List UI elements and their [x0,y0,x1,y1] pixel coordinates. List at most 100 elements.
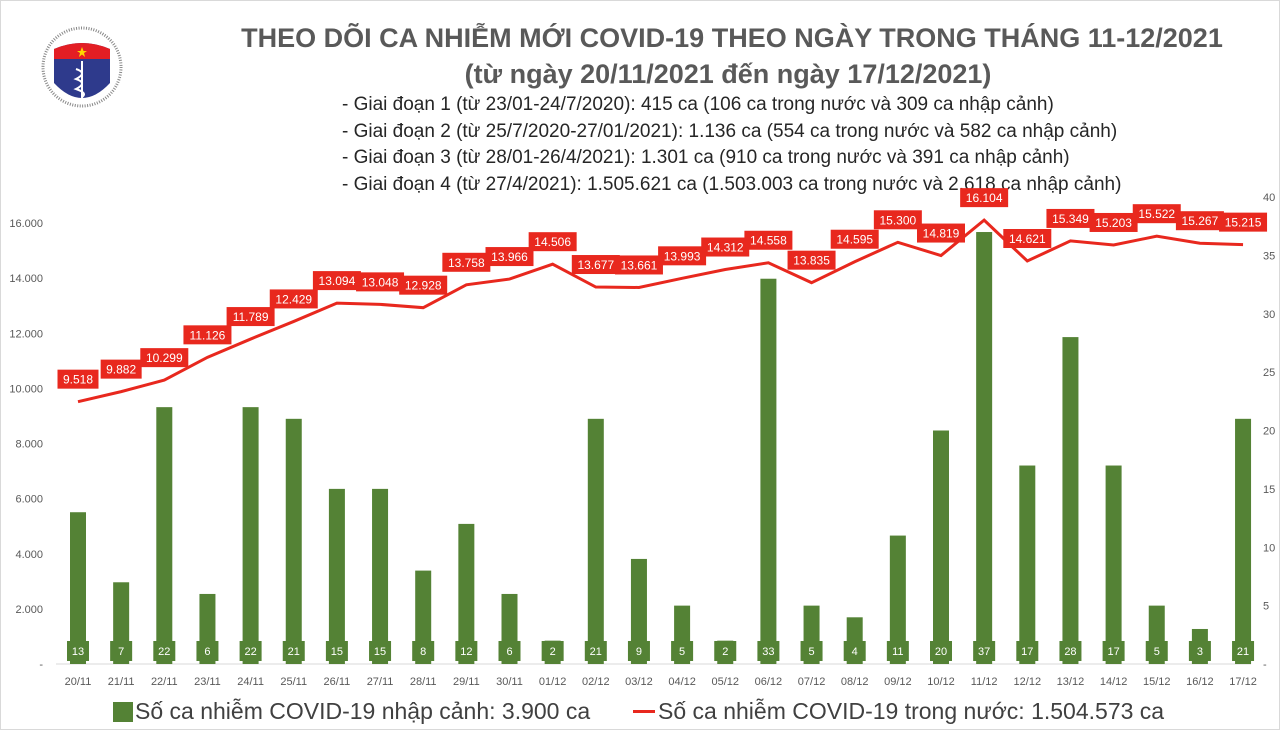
left-axis-tick: 16.000 [9,218,43,230]
line-data-label-box [614,255,663,275]
bar-data-label-box [584,641,607,661]
bar [976,232,993,664]
legend-line-swatch [633,710,655,713]
bar-data-label-box [110,641,133,661]
line-data-label: 11.126 [190,328,226,342]
bar [70,512,86,664]
right-axis-tick: 35 [1263,250,1275,262]
line-data-label-box [312,271,361,291]
bar-data-label: 2 [550,646,556,658]
bar-data-label-box [1059,641,1082,661]
bar-data-label-box [973,641,996,661]
bar-data-label-box [325,641,348,661]
x-axis-tick: 24/11 [237,676,264,688]
bar [1105,465,1122,664]
left-axis-tick: 8.000 [15,439,43,451]
line-data-label: 14.595 [836,233,873,247]
line-data-label-box [356,272,405,292]
bar-data-label: 28 [1064,646,1076,658]
line-data-label: 14.558 [750,234,787,248]
x-axis-tick: 01/12 [539,676,567,688]
line-data-label-box [140,348,189,368]
x-axis-tick: 11/12 [971,676,998,688]
bar [587,418,604,664]
line-data-label: 15.300 [879,213,916,227]
line-data-label-box [399,275,448,295]
line-data-label-box [57,369,99,389]
x-axis-tick: 09/12 [884,676,912,688]
bar-data-label: 11 [892,646,903,658]
line-data-label-box [1175,211,1224,231]
x-axis-tick: 30/11 [496,676,523,688]
bar-data-label: 22 [244,646,256,658]
bar-data-label: 8 [420,646,426,658]
bar-data-label: 15 [331,646,343,658]
bar [1019,465,1036,664]
bar-data-label: 37 [978,646,990,658]
line-data-label-box [830,229,879,249]
bar [630,558,647,664]
bar-data-label: 20 [935,646,947,658]
bar-data-label: 3 [1197,646,1203,658]
bar-data-label-box [800,641,823,661]
line-data-label: 13.094 [319,274,356,288]
x-axis-tick: 03/12 [625,676,653,688]
line-data-label-box [917,223,965,243]
line-data-label-box [528,232,577,252]
line-data-label-box [183,325,232,345]
line-data-label: 11.789 [233,310,269,324]
line-data-label-box [658,246,707,266]
line-data-label: 15.267 [1182,214,1219,228]
line-data-label: 14.819 [923,227,960,241]
left-axis-tick: 4.000 [15,549,43,561]
x-axis-tick: 06/12 [755,676,783,688]
line-data-label-box [960,188,1009,208]
line-data-label: 14.506 [534,235,571,249]
x-axis-tick: 12/12 [1014,676,1042,688]
x-axis-tick: 26/11 [324,676,351,688]
bar-data-label: 6 [204,646,210,658]
line-data-label: 9.518 [63,373,93,387]
line-data-label-box [1219,212,1268,232]
line-data-label: 10.299 [146,351,183,365]
bar-data-label-box [153,641,176,661]
bar [458,523,475,664]
bar-data-label-box [196,641,219,661]
x-axis-tick: 05/12 [711,676,739,688]
bar-data-label: 2 [722,646,728,658]
right-axis-tick: - [1263,659,1267,671]
bar [1235,418,1252,664]
line-data-label: 15.522 [1138,207,1175,221]
bar-data-label-box [886,641,909,661]
bar [285,418,302,664]
bar [1062,337,1079,664]
stage-4-text: - Giai đoạn 4 (từ 27/4/2021): 1.505.621 … [342,174,1122,195]
line-data-label-box [701,237,750,257]
bar-data-label: 5 [1154,646,1160,658]
line-data-label-box [1132,204,1181,224]
x-axis-tick: 22/11 [151,676,178,688]
line-data-label: 13.993 [664,249,701,263]
line-data-label: 15.349 [1052,212,1089,226]
bar-data-label-box [498,641,521,661]
x-axis-tick: 21/11 [108,676,135,688]
line-data-label-box [1003,229,1052,249]
bar-data-label-box [843,641,866,661]
chart-subtitle: (từ ngày 20/11/2021 đến ngày 17/12/2021) [464,59,992,89]
x-axis-tick: 23/11 [194,676,221,688]
bar-data-label-box [282,641,305,661]
bar-data-label: 17 [1107,646,1119,658]
line-data-label: 15.203 [1095,216,1132,230]
line-data-label-box [1046,208,1095,228]
ministry-of-health-logo [41,26,123,108]
line-data-label-box [571,255,620,275]
bar [933,430,949,664]
x-axis-tick: 29/11 [453,676,480,688]
bar-data-label-box [67,641,89,661]
stage-3-text: - Giai đoạn 3 (từ 28/01-26/4/2021): 1.30… [342,147,1070,168]
right-axis-tick: 40 [1263,192,1275,204]
x-axis-tick: 04/12 [668,676,696,688]
bar-data-label: 5 [679,646,685,658]
